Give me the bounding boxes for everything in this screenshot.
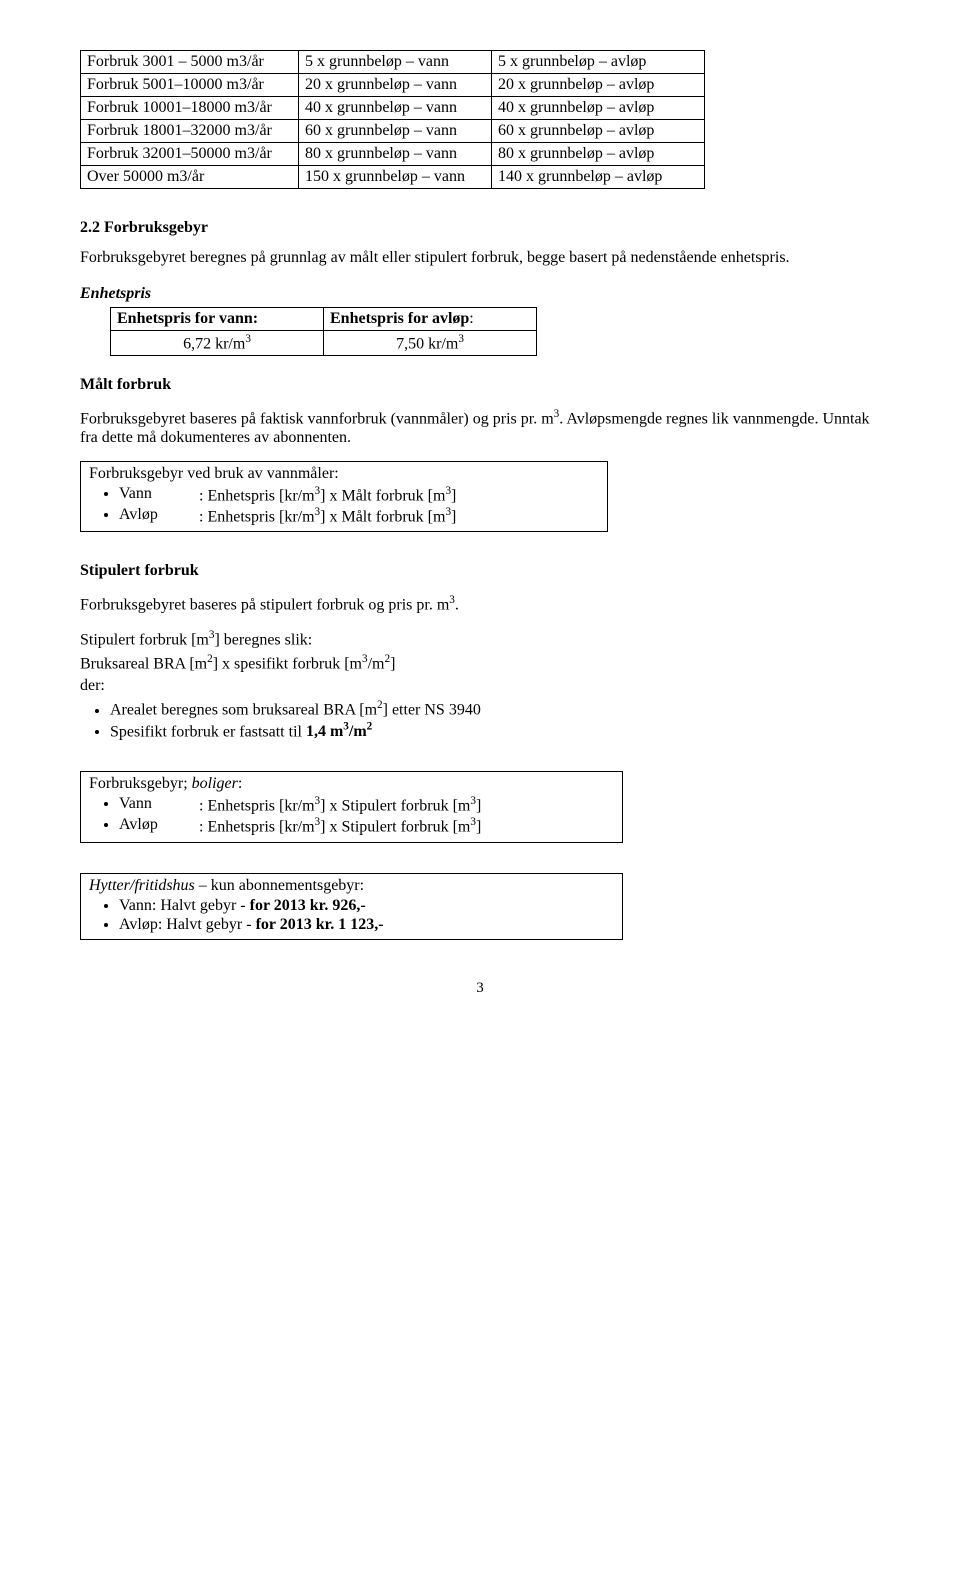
maalt-avlop-value: : Enhetspris [kr/m3] x Målt forbruk [m3]	[199, 506, 456, 526]
enhetspris-header-avlop: Enhetspris for avløp:	[324, 308, 537, 331]
section-22-intro: Forbruksgebyret beregnes på grunnlag av …	[80, 249, 880, 267]
boliger-item-vann: Vann : Enhetspris [kr/m3] x Stipulert fo…	[119, 795, 614, 815]
ranges-cell: 60 x grunnbeløp – avløp	[492, 120, 705, 143]
stipulert-line4: der:	[80, 677, 880, 695]
stipulert-bullet1: Arealet beregnes som bruksareal BRA [m2]…	[110, 699, 880, 719]
ranges-cell: 150 x grunnbeløp – vann	[299, 166, 492, 189]
hytter-box-list: Vann: Halvt gebyr - for 2013 kr. 926,- A…	[89, 897, 614, 934]
enhetspris-table: Enhetspris for vann: Enhetspris for avlø…	[110, 307, 537, 356]
maalt-box-item-vann: Vann : Enhetspris [kr/m3] x Målt forbruk…	[119, 485, 599, 505]
maalt-forbruk-box: Forbruksgebyr ved bruk av vannmåler: Van…	[80, 461, 608, 533]
enhetspris-value-avlop: 7,50 kr/m3	[324, 331, 537, 356]
page-number: 3	[80, 980, 880, 997]
boliger-vann-label: Vann	[119, 795, 199, 815]
enhetspris-val1: 6,72 kr/m	[183, 335, 245, 352]
boliger-box-header: Forbruksgebyr; boliger:	[89, 775, 242, 792]
ranges-cell: 20 x grunnbeløp – avløp	[492, 74, 705, 97]
ranges-cell: 40 x grunnbeløp – avløp	[492, 97, 705, 120]
boliger-avlop-value: : Enhetspris [kr/m3] x Stipulert forbruk…	[199, 816, 481, 836]
maalt-text-a: Forbruksgebyret baseres på faktisk vannf…	[80, 411, 554, 428]
ranges-cell: Forbruk 18001–32000 m3/år	[81, 120, 299, 143]
enhetspris-value-vann: 6,72 kr/m3	[111, 331, 324, 356]
maalt-box-header: Forbruksgebyr ved bruk av vannmåler:	[89, 465, 339, 482]
enhetspris-heading: Enhetspris	[80, 285, 880, 303]
enhetspris-val1-exp: 3	[245, 333, 251, 345]
hytter-item-avlop: Avløp: Halvt gebyr - for 2013 kr. 1 123,…	[119, 916, 614, 934]
ranges-cell: 20 x grunnbeløp – vann	[299, 74, 492, 97]
ranges-cell: Forbruk 10001–18000 m3/år	[81, 97, 299, 120]
ranges-cell: 5 x grunnbeløp – avløp	[492, 51, 705, 74]
boliger-vann-value: : Enhetspris [kr/m3] x Stipulert forbruk…	[199, 795, 481, 815]
boliger-box-list: Vann : Enhetspris [kr/m3] x Stipulert fo…	[89, 795, 614, 837]
ranges-cell: 40 x grunnbeløp – vann	[299, 97, 492, 120]
maalt-vann-label: Vann	[119, 485, 199, 505]
boliger-item-avlop: Avløp : Enhetspris [kr/m3] x Stipulert f…	[119, 816, 614, 836]
boliger-box: Forbruksgebyr; boliger: Vann : Enhetspri…	[80, 771, 623, 843]
stipulert-line3: Bruksareal BRA [m2] x spesifikt forbruk …	[80, 653, 880, 673]
ranges-cell: 5 x grunnbeløp – vann	[299, 51, 492, 74]
boliger-avlop-label: Avløp	[119, 816, 199, 836]
stipulert-line1: Forbruksgebyret baseres på stipulert for…	[80, 594, 880, 614]
ranges-cell: 60 x grunnbeløp – vann	[299, 120, 492, 143]
maalt-avlop-label: Avløp	[119, 506, 199, 526]
ranges-cell: 140 x grunnbeløp – avløp	[492, 166, 705, 189]
ranges-cell: 80 x grunnbeløp – vann	[299, 143, 492, 166]
ranges-cell: Forbruk 32001–50000 m3/år	[81, 143, 299, 166]
enhetspris-header-avlop-colon: :	[469, 310, 473, 327]
ranges-cell: Forbruk 5001–10000 m3/år	[81, 74, 299, 97]
stipulert-bullet2: Spesifikt forbruk er fastsatt til 1,4 m3…	[110, 721, 880, 741]
stipulert-bullets: Arealet beregnes som bruksareal BRA [m2]…	[80, 699, 880, 741]
ranges-cell: Forbruk 3001 – 5000 m3/år	[81, 51, 299, 74]
ranges-cell: 80 x grunnbeløp – avløp	[492, 143, 705, 166]
enhetspris-header-avlop-text: Enhetspris for avløp	[330, 310, 469, 327]
maalt-forbruk-text: Forbruksgebyret baseres på faktisk vannf…	[80, 408, 880, 446]
maalt-box-list: Vann : Enhetspris [kr/m3] x Målt forbruk…	[89, 485, 599, 527]
maalt-forbruk-heading: Målt forbruk	[80, 376, 880, 394]
ranges-cell: Over 50000 m3/år	[81, 166, 299, 189]
enhetspris-header-vann: Enhetspris for vann:	[111, 308, 324, 331]
enhetspris-val2-exp: 3	[458, 333, 464, 345]
ranges-table: Forbruk 3001 – 5000 m3/år5 x grunnbeløp …	[80, 50, 705, 189]
section-22-heading: 2.2 Forbruksgebyr	[80, 219, 880, 237]
hytter-item-vann: Vann: Halvt gebyr - for 2013 kr. 926,-	[119, 897, 614, 915]
enhetspris-val2: 7,50 kr/m	[396, 335, 458, 352]
stipulert-line2: Stipulert forbruk [m3] beregnes slik:	[80, 629, 880, 649]
hytter-box: Hytter/fritidshus – kun abonnementsgebyr…	[80, 873, 623, 940]
maalt-box-item-avlop: Avløp : Enhetspris [kr/m3] x Målt forbru…	[119, 506, 599, 526]
maalt-vann-value: : Enhetspris [kr/m3] x Målt forbruk [m3]	[199, 485, 456, 505]
hytter-box-header: Hytter/fritidshus – kun abonnementsgebyr…	[89, 877, 364, 894]
stipulert-heading: Stipulert forbruk	[80, 562, 880, 580]
